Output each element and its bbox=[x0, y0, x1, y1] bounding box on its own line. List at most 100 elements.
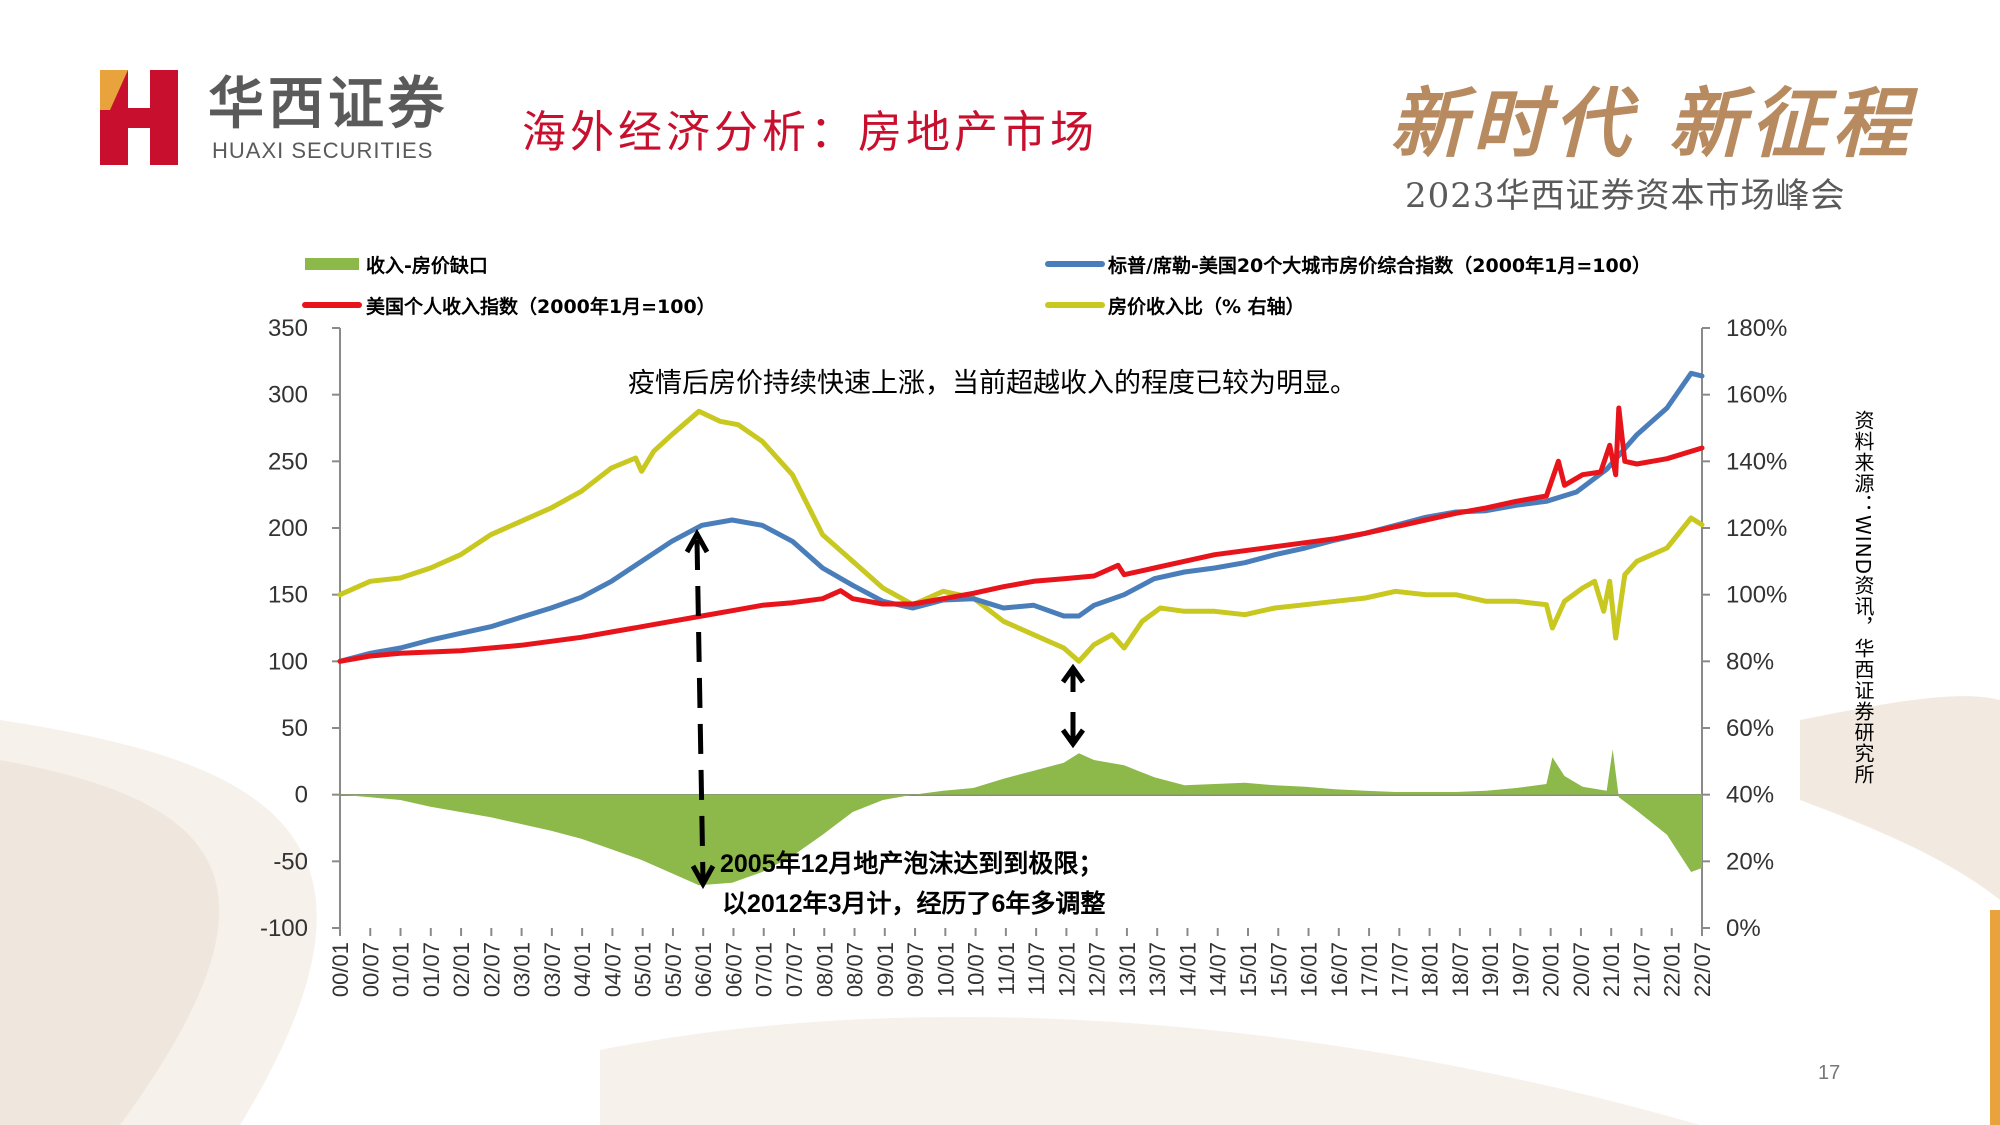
legend-swatch-gap bbox=[305, 258, 359, 270]
x-tick-label: 02/01 bbox=[449, 942, 474, 997]
x-tick-label: 20/01 bbox=[1539, 942, 1564, 997]
x-tick-label: 04/01 bbox=[570, 942, 595, 997]
x-tick-label: 17/01 bbox=[1357, 942, 1382, 997]
series-case-shiller-line bbox=[337, 370, 1705, 664]
x-tick-label: 15/07 bbox=[1266, 942, 1291, 997]
trough-down-arrow-head bbox=[1060, 728, 1086, 749]
x-tick-label: 21/07 bbox=[1629, 942, 1654, 997]
left-tick-label: 150 bbox=[268, 582, 308, 609]
chart-legend: 收入-房价缺口 标普/席勒-美国20个大城市房价综合指数（2000年1月=100… bbox=[302, 254, 1651, 318]
left-tick-label: 200 bbox=[268, 515, 308, 542]
x-tick-label: 22/07 bbox=[1690, 942, 1715, 997]
right-tick-label: 120% bbox=[1726, 515, 1787, 542]
legend-label-ratio: 房价收入比（% 右轴） bbox=[1108, 295, 1305, 318]
summit-title: 2023华西证券资本市场峰会 bbox=[1405, 176, 1846, 216]
left-tick-label: -100 bbox=[260, 915, 308, 942]
x-tick-label: 05/01 bbox=[631, 942, 656, 997]
bubble-peak-dashed-arrow bbox=[694, 539, 706, 881]
right-tick-label: 80% bbox=[1726, 648, 1774, 675]
right-tick-label: 0% bbox=[1726, 915, 1761, 942]
x-tick-label: 18/07 bbox=[1448, 942, 1473, 997]
x-tick-label: 11/07 bbox=[1024, 942, 1049, 995]
x-tick-label: 10/01 bbox=[933, 942, 958, 997]
x-tick-label: 16/07 bbox=[1327, 942, 1352, 997]
x-tick-label: 01/01 bbox=[389, 942, 414, 997]
trough-up-arrow-head bbox=[1060, 663, 1086, 684]
x-tick-label: 08/01 bbox=[812, 942, 837, 997]
x-tick-label: 21/01 bbox=[1599, 942, 1624, 997]
right-tick-label: 20% bbox=[1726, 848, 1774, 875]
right-tick-label: 40% bbox=[1726, 782, 1774, 809]
x-tick-label: 03/01 bbox=[510, 942, 535, 997]
logo-chinese-text: 华西证券 bbox=[208, 72, 448, 137]
logo-mark-icon bbox=[100, 70, 178, 165]
right-tick-label: 160% bbox=[1726, 382, 1787, 409]
x-tick-label: 17/07 bbox=[1387, 942, 1412, 997]
left-tick-label: 0 bbox=[295, 782, 308, 809]
right-tick-label: 100% bbox=[1726, 582, 1787, 609]
x-tick-label: 15/01 bbox=[1236, 942, 1261, 997]
x-tick-label: 12/01 bbox=[1054, 942, 1079, 997]
right-tick-label: 140% bbox=[1726, 448, 1787, 475]
x-tick-label: 00/07 bbox=[358, 942, 383, 997]
bubble-peak-arrow-head-bottom bbox=[690, 864, 716, 890]
x-tick-label: 19/07 bbox=[1508, 942, 1533, 997]
left-tick-label: -50 bbox=[273, 848, 308, 875]
x-tick-label: 12/07 bbox=[1085, 942, 1110, 997]
x-tick-label: 18/01 bbox=[1418, 942, 1443, 997]
series-layer bbox=[337, 370, 1705, 886]
x-tick-label: 11/01 bbox=[994, 942, 1019, 995]
x-tick-label: 10/07 bbox=[964, 942, 989, 997]
legend-label-gap: 收入-房价缺口 bbox=[366, 254, 488, 277]
x-tick-label: 00/01 bbox=[328, 942, 353, 997]
right-tick-label: 60% bbox=[1726, 715, 1774, 742]
x-tick-label: 08/07 bbox=[843, 942, 868, 997]
left-tick-label: 250 bbox=[268, 448, 308, 475]
legend-label-case-shiller: 标普/席勒-美国20个大城市房价综合指数（2000年1月=100） bbox=[1108, 254, 1651, 277]
annotation-arrows bbox=[684, 528, 1086, 890]
x-tick-label: 14/07 bbox=[1206, 942, 1231, 997]
left-tick-label: 300 bbox=[268, 382, 308, 409]
x-tick-label: 07/07 bbox=[782, 942, 807, 997]
x-tick-label: 19/01 bbox=[1478, 942, 1503, 997]
x-tick-label: 07/01 bbox=[752, 942, 777, 997]
page-number: 17 bbox=[1818, 1062, 1841, 1084]
x-tick-label: 04/07 bbox=[600, 942, 625, 997]
x-tick-label: 09/07 bbox=[903, 942, 928, 997]
annotation-bubble-peak: 2005年12月地产泡沫达到到极限； bbox=[720, 849, 1103, 878]
left-tick-label: 50 bbox=[281, 715, 308, 742]
right-tick-label: 180% bbox=[1726, 315, 1787, 342]
x-tick-label: 09/01 bbox=[873, 942, 898, 997]
x-tick-label: 14/01 bbox=[1175, 942, 1200, 997]
company-logo: 华西证券 HUAXI SECURITIES bbox=[100, 70, 460, 170]
series-gap-area bbox=[340, 749, 1702, 886]
x-tick-label: 06/07 bbox=[721, 942, 746, 997]
series-ratio-line bbox=[337, 408, 1705, 664]
annotation-post-pandemic: 疫情后房价持续快速上涨，当前超越收入的程度已较为明显。 bbox=[628, 368, 1357, 398]
right-axis-ticks: 180% 160% 140% 120% 100% 80% 60% 40% 20% 0% bbox=[1702, 315, 1787, 942]
x-tick-label: 02/07 bbox=[479, 942, 504, 997]
left-tick-label: 100 bbox=[268, 648, 308, 675]
x-tick-label: 05/07 bbox=[661, 942, 686, 997]
x-tick-label: 01/07 bbox=[419, 942, 444, 997]
x-tick-label: 03/07 bbox=[540, 942, 565, 997]
left-tick-label: 350 bbox=[268, 315, 308, 342]
logo-english-text: HUAXI SECURITIES bbox=[212, 138, 434, 163]
annotation-adjustment: 以2012年3月计，经历了6年多调整 bbox=[722, 889, 1105, 918]
x-tick-label: 20/07 bbox=[1569, 942, 1594, 997]
x-tick-label: 16/01 bbox=[1297, 942, 1322, 997]
slogan: 新时代 新征程 bbox=[1390, 79, 1915, 168]
legend-label-income: 美国个人收入指数（2000年1月=100） bbox=[366, 295, 716, 318]
x-tick-label: 13/01 bbox=[1115, 942, 1140, 997]
x-axis-ticks: 00/01 00/07 01/01 01/07 02/01 02/07 03/01 03/07… bbox=[328, 928, 1715, 997]
series-income-line bbox=[337, 405, 1705, 664]
slide-title: 海外经济分析：房地产市场 bbox=[522, 107, 1098, 158]
x-tick-label: 22/01 bbox=[1660, 942, 1685, 997]
x-tick-label: 06/01 bbox=[691, 942, 716, 997]
left-axis-ticks: 350 300 250 200 150 100 50 0 -50 -100 bbox=[260, 315, 340, 942]
bubble-peak-arrow-head-top bbox=[684, 528, 710, 554]
x-tick-label: 13/07 bbox=[1145, 942, 1170, 997]
source-note: 资料来源：WIND资讯，华西证券研究所 bbox=[1851, 410, 1875, 786]
